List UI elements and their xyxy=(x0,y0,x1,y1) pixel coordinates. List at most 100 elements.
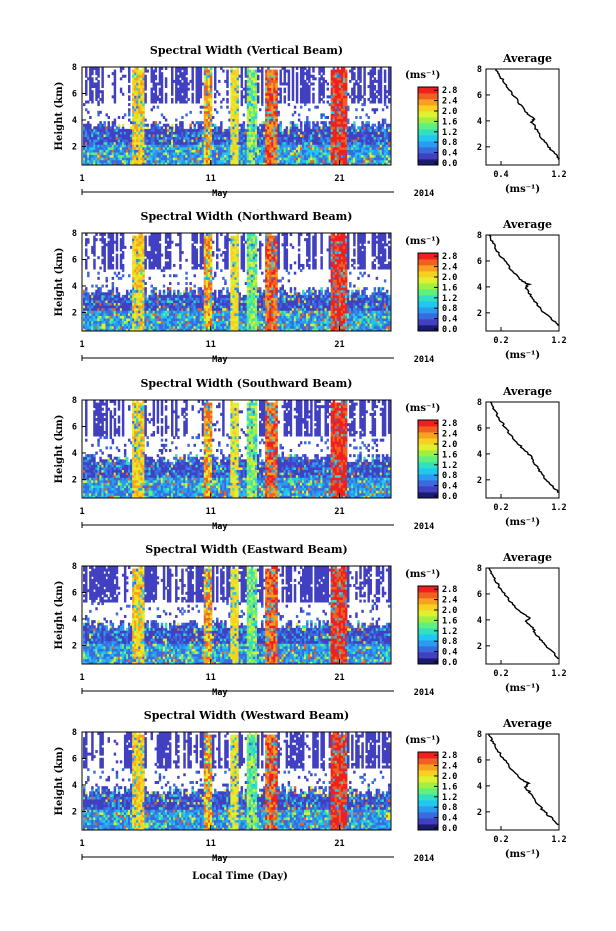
profile-x-tick-label: 0.4 xyxy=(493,170,508,180)
heatmap-cell xyxy=(210,103,212,106)
heatmap-cell xyxy=(322,85,324,88)
heatmap-cell xyxy=(93,251,95,254)
heatmap-cell xyxy=(91,93,93,96)
heatmap-cell xyxy=(306,82,308,85)
heatmap-cell xyxy=(114,75,116,78)
heatmap-cell xyxy=(345,72,347,75)
heatmap-cell xyxy=(226,75,228,78)
heatmap-cell xyxy=(292,72,294,75)
heatmap-cell xyxy=(210,72,212,75)
heatmap-cell xyxy=(384,119,386,122)
y-tick-label: 8 xyxy=(72,63,77,73)
heatmap-cell xyxy=(388,157,390,160)
heatmap-cell xyxy=(91,70,93,73)
heatmap-cell xyxy=(153,106,155,109)
heatmap-cell xyxy=(155,292,157,295)
heatmap-cells xyxy=(83,67,390,165)
heatmap-cell xyxy=(122,269,124,272)
heatmap-cell xyxy=(198,98,200,101)
heatmap-cell xyxy=(361,121,363,124)
heatmap-cell xyxy=(388,77,390,80)
heatmap-cell xyxy=(214,77,216,80)
heatmap-cell xyxy=(148,259,150,262)
heatmap-cell xyxy=(116,290,118,293)
heatmap-cell xyxy=(296,98,298,101)
heatmap-cell xyxy=(288,85,290,88)
heatmap-cell xyxy=(114,101,116,104)
heatmap-cell xyxy=(210,126,212,129)
heatmap-cell xyxy=(191,80,193,83)
heatmap-cell xyxy=(210,93,212,96)
heatmap-cell xyxy=(214,95,216,98)
heatmap-cell xyxy=(378,121,380,124)
heatmap-cell xyxy=(308,93,310,96)
heatmap-cell xyxy=(85,88,87,91)
heatmap-cell xyxy=(355,108,357,111)
heatmap-cell xyxy=(388,85,390,88)
heatmap-cell xyxy=(308,85,310,88)
heatmap-cell xyxy=(116,248,118,251)
heatmap-cell xyxy=(255,121,257,124)
heatmap-cell xyxy=(120,261,122,264)
heatmap-cell xyxy=(161,72,163,75)
heatmap-cell xyxy=(316,124,318,127)
heatmap-cell xyxy=(372,126,374,129)
heatmap-cell xyxy=(116,261,118,264)
heatmap-cell xyxy=(218,93,220,96)
heatmap-cell xyxy=(275,116,277,119)
heatmap-cell xyxy=(312,93,314,96)
heatmap-cell xyxy=(116,236,118,239)
heatmap-cell xyxy=(128,113,130,116)
heatmap-cell xyxy=(144,259,146,262)
heatmap-cell xyxy=(292,77,294,80)
heatmap-cell xyxy=(241,77,243,80)
heatmap-cell xyxy=(144,238,146,241)
heatmap-cell xyxy=(210,90,212,93)
heatmap-cell xyxy=(275,119,277,122)
colorbar-swatch xyxy=(418,153,438,159)
heatmap-cell xyxy=(308,108,310,111)
heatmap-cell xyxy=(155,93,157,96)
heatmap-cell xyxy=(118,295,120,298)
heatmap-cell xyxy=(114,90,116,93)
heatmap-cell xyxy=(361,108,363,111)
heatmap-cell xyxy=(116,243,118,246)
heatmap-cell xyxy=(308,126,310,129)
heatmap-cell xyxy=(142,90,144,93)
heatmap-cell xyxy=(359,98,361,101)
heatmap-cell xyxy=(161,101,163,104)
heatmap-cell xyxy=(112,248,114,251)
heatmap-cell xyxy=(194,126,196,129)
heatmap-cell xyxy=(91,98,93,101)
heatmap-cell xyxy=(99,121,101,124)
heatmap-cell xyxy=(312,88,314,91)
heatmap-cell xyxy=(374,72,376,75)
heatmap-cell xyxy=(103,124,105,127)
heatmap-cell xyxy=(292,75,294,78)
heatmap-cell xyxy=(312,101,314,104)
heatmap-cell xyxy=(241,70,243,73)
heatmap-cell xyxy=(142,126,144,129)
heatmap-cell xyxy=(128,72,130,75)
heatmap-cell xyxy=(91,72,93,75)
heatmap-cell xyxy=(101,236,103,239)
heatmap-cell xyxy=(101,93,103,96)
heatmap-cell xyxy=(116,264,118,267)
heatmap-cell xyxy=(237,95,239,98)
heatmap-cell xyxy=(112,290,114,293)
heatmap-cell xyxy=(114,72,116,75)
heatmap-cell xyxy=(308,124,310,127)
heatmap-cell xyxy=(118,292,120,295)
heatmap-cell xyxy=(171,101,173,104)
heatmap-cell xyxy=(359,72,361,75)
heatmap-cell xyxy=(85,264,87,267)
heatmap-cell xyxy=(210,70,212,73)
profile-y-tick-label: 2 xyxy=(477,143,482,153)
heatmap-cell xyxy=(288,103,290,106)
heatmap-cell xyxy=(210,88,212,91)
heatmap-cell xyxy=(277,111,279,114)
heatmap-cell xyxy=(298,119,300,122)
colorbar-swatch xyxy=(418,135,438,141)
heatmap-cell xyxy=(388,82,390,85)
figure: Spectral Width (Vertical Beam)2468Height… xyxy=(0,0,616,931)
